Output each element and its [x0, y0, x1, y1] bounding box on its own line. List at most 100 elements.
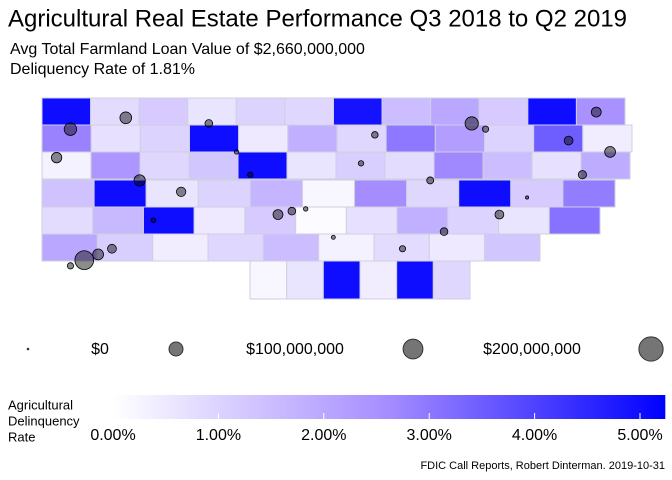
loan-point — [74, 250, 95, 270]
county — [510, 179, 564, 208]
county — [90, 124, 141, 153]
size-key — [638, 336, 664, 362]
county — [548, 206, 601, 235]
county — [41, 151, 92, 180]
loan-point — [371, 131, 379, 139]
size-label: $100,000,000 — [246, 341, 344, 358]
loan-point — [107, 243, 117, 254]
county — [458, 179, 512, 208]
county — [193, 206, 246, 235]
county — [345, 206, 398, 235]
county — [322, 260, 361, 300]
county — [92, 206, 144, 235]
county — [286, 260, 324, 300]
county — [284, 97, 334, 126]
color-tick-label: 2.00% — [301, 427, 346, 444]
county — [235, 97, 286, 126]
county — [41, 206, 94, 235]
county — [433, 151, 484, 180]
county — [484, 124, 535, 153]
loan-point — [604, 146, 616, 158]
county — [197, 179, 251, 208]
subtitle: Deliquency Rate of 1.81% — [10, 61, 195, 78]
color-legend-title: Rate — [8, 429, 35, 444]
county — [396, 206, 449, 235]
county — [373, 233, 430, 262]
county — [152, 233, 209, 262]
size-key — [402, 338, 424, 360]
county — [295, 206, 347, 235]
loan-point — [357, 160, 365, 167]
county — [354, 179, 408, 208]
county — [301, 179, 356, 208]
color-tick-label: 0.00% — [90, 427, 135, 444]
color-bar — [113, 395, 666, 419]
loan-point — [66, 262, 74, 270]
loan-point — [303, 206, 309, 212]
county — [527, 97, 577, 126]
county — [396, 260, 434, 300]
loan-point — [287, 206, 297, 216]
county — [562, 179, 616, 208]
county — [336, 124, 387, 153]
county — [142, 206, 195, 235]
loan-point — [525, 195, 530, 200]
loan-point — [563, 135, 574, 146]
county — [207, 233, 264, 262]
county — [580, 151, 631, 180]
county — [318, 233, 375, 262]
loan-point — [577, 170, 587, 180]
county — [359, 260, 398, 300]
loan-point — [272, 209, 284, 220]
loan-point — [233, 149, 240, 155]
county — [381, 97, 432, 126]
loan-point — [482, 125, 490, 133]
county — [484, 233, 541, 262]
county — [238, 124, 289, 153]
loan-point — [590, 106, 602, 118]
color-legend-title: Agricultural — [8, 397, 73, 412]
county — [384, 151, 435, 180]
county — [189, 124, 240, 153]
loan-point — [247, 171, 254, 178]
county — [41, 179, 95, 208]
loan-point — [51, 152, 63, 164]
county — [145, 179, 199, 208]
loan-point — [494, 209, 505, 220]
size-key — [168, 341, 184, 357]
county — [237, 151, 288, 180]
loan-point — [176, 186, 187, 197]
county — [533, 124, 584, 153]
county — [335, 151, 386, 180]
loan-point — [399, 245, 407, 253]
county — [430, 97, 480, 126]
county — [138, 97, 189, 126]
county — [90, 97, 140, 126]
county — [187, 97, 237, 126]
loan-point — [92, 248, 104, 261]
county — [447, 206, 500, 235]
color-tick-label: 5.00% — [617, 427, 662, 444]
county — [139, 151, 190, 180]
county — [188, 151, 239, 180]
county — [41, 97, 92, 126]
color-tick-label: 4.00% — [512, 427, 557, 444]
size-label: $0 — [91, 341, 109, 358]
color-legend-title: Delinquency — [8, 413, 80, 428]
county — [96, 233, 154, 262]
county — [482, 151, 533, 180]
color-tick-label: 3.00% — [407, 427, 452, 444]
loan-point — [464, 116, 479, 131]
county — [478, 97, 529, 126]
loan-point — [119, 111, 133, 125]
county — [498, 206, 550, 235]
county — [406, 179, 460, 208]
loan-point — [150, 217, 157, 224]
size-key — [26, 347, 30, 351]
loan-point — [63, 122, 78, 136]
county — [287, 124, 338, 153]
county — [428, 233, 486, 262]
loan-point — [439, 227, 449, 236]
size-label: $200,000,000 — [483, 341, 581, 358]
county — [262, 233, 320, 262]
